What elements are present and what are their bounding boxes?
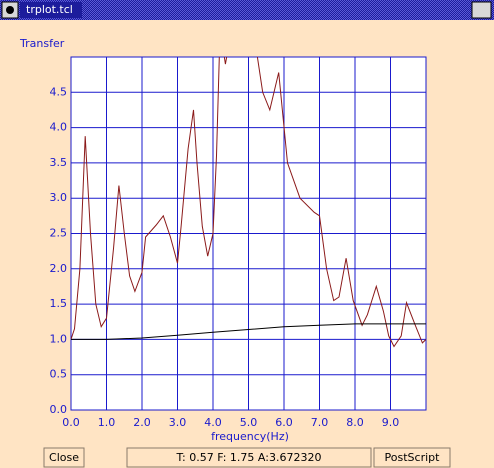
data-line bbox=[71, 57, 426, 348]
window-button[interactable] bbox=[471, 1, 492, 19]
x-tick-label: 5.0 bbox=[240, 416, 258, 429]
y-tick-label: 3.0 bbox=[50, 191, 68, 204]
postscript-button-label: PostScript bbox=[385, 451, 441, 464]
y-tick-label: 2.5 bbox=[50, 227, 68, 240]
y-tick-label: 3.5 bbox=[50, 156, 68, 169]
x-tick-label: 8.0 bbox=[346, 416, 364, 429]
y-tick-label: 4.0 bbox=[50, 121, 68, 134]
y-tick-label: 0.5 bbox=[50, 368, 68, 381]
icon-dot bbox=[6, 6, 14, 14]
plot-lines bbox=[71, 57, 426, 348]
close-button[interactable] bbox=[43, 447, 85, 468]
x-tick-label: 2.0 bbox=[133, 416, 151, 429]
x-tick-label: 9.0 bbox=[382, 416, 400, 429]
data-line bbox=[71, 323, 426, 340]
status-text: T: 0.57 F: 1.75 A:3.672320 bbox=[176, 451, 322, 464]
window-title: trplot.tcl bbox=[26, 3, 73, 16]
status-field bbox=[126, 447, 372, 468]
y-tick-label: 4.5 bbox=[50, 85, 68, 98]
x-tick-label: 0.0 bbox=[62, 416, 80, 429]
close-button-label: Close bbox=[49, 451, 79, 464]
x-tick-label: 7.0 bbox=[311, 416, 329, 429]
x-tick-label: 3.0 bbox=[169, 416, 187, 429]
y-tick-label: 0.0 bbox=[50, 403, 68, 416]
x-tick-label: 1.0 bbox=[98, 416, 116, 429]
title-label-bg bbox=[20, 2, 82, 18]
postscript-button[interactable] bbox=[373, 447, 451, 468]
title-bar bbox=[0, 0, 494, 20]
x-tick-label: 6.0 bbox=[275, 416, 293, 429]
x-axis-label: frequency(Hz) bbox=[211, 430, 289, 443]
y-tick-label: 1.0 bbox=[50, 332, 68, 345]
x-tick-label: 4.0 bbox=[204, 416, 222, 429]
y-tick-label: 1.5 bbox=[50, 297, 68, 310]
y-tick-label: 2.0 bbox=[50, 262, 68, 275]
y-axis-label: Transfer bbox=[19, 37, 65, 50]
